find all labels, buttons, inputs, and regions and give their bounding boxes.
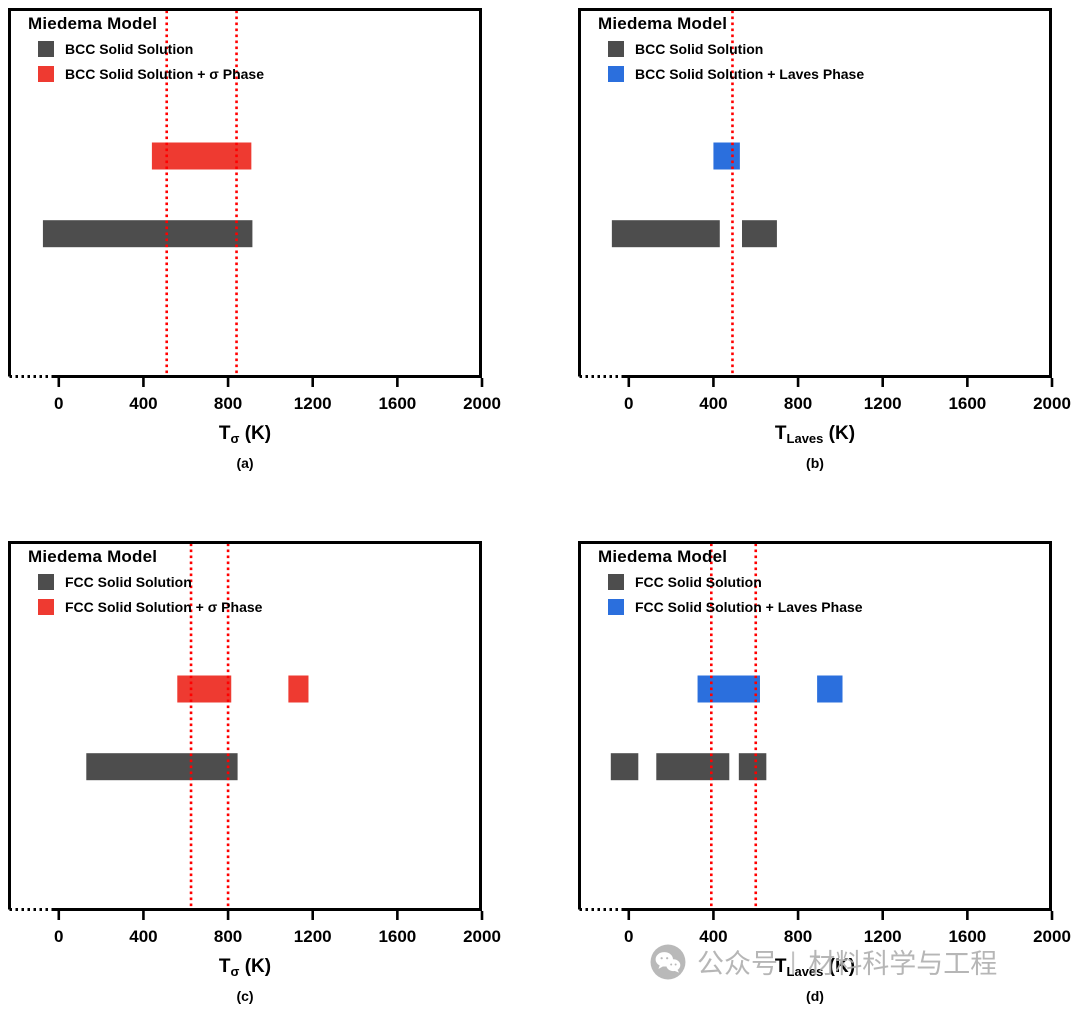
wechat-icon: [650, 944, 686, 980]
x-axis-label-subscript: Laves: [786, 431, 824, 446]
panel-a: 0 400 800 1200 1600 2000 Miedema Model BCC So…: [8, 8, 501, 471]
svg-text:400: 400: [129, 394, 157, 413]
x-axis-label: Tσ (K): [8, 956, 482, 979]
legend-item: FCC Solid Solution + Laves Phase: [608, 599, 863, 615]
panel-caption: (b): [806, 455, 824, 471]
x-axis-label-base: T: [774, 956, 787, 977]
legend-label: FCC Solid Solution: [635, 574, 762, 590]
legend-label: BCC Solid Solution + σ Phase: [65, 66, 264, 82]
svg-text:2000: 2000: [463, 394, 501, 413]
panel-c: 0 400 800 1200 1600 2000 Miedema Model FCC So…: [8, 541, 501, 1004]
legend-swatch-gray: [608, 41, 624, 57]
svg-text:1600: 1600: [378, 927, 416, 946]
legend-item: BCC Solid Solution + σ Phase: [38, 66, 264, 82]
figure-grid: 0 400 800 1200 1600 2000 Miedema Model BCC So…: [8, 8, 1071, 1004]
legend: FCC Solid Solution FCC Solid Solution + …: [38, 574, 262, 615]
legend: BCC Solid Solution BCC Solid Solution + …: [38, 41, 264, 82]
svg-text:0: 0: [624, 927, 633, 946]
legend-item: BCC Solid Solution: [38, 41, 264, 57]
legend-swatch-blue: [608, 66, 624, 82]
svg-text:1600: 1600: [948, 927, 986, 946]
legend-label: BCC Solid Solution: [635, 41, 764, 57]
svg-text:1600: 1600: [948, 394, 986, 413]
legend-item: BCC Solid Solution: [608, 41, 864, 57]
svg-text:1600: 1600: [378, 394, 416, 413]
x-axis-label-unit: (K): [823, 423, 856, 444]
svg-text:1200: 1200: [294, 394, 332, 413]
plot-wrap: 0 400 800 1200 1600 2000 Miedema Model BCC So…: [578, 8, 1071, 420]
chart-title: Miedema Model: [598, 547, 728, 566]
panel-caption: (c): [236, 988, 254, 1004]
panel-b: 0 400 800 1200 1600 2000 Miedema Model BCC So…: [578, 8, 1071, 471]
watermark-name: 材料科学与工程: [808, 949, 998, 979]
svg-text:0: 0: [54, 927, 63, 946]
svg-text:0: 0: [54, 394, 63, 413]
panel-d: 0 400 800 1200 1600 2000 Miedema Model FCC So…: [578, 541, 1071, 1004]
panel-caption: (a): [236, 455, 254, 471]
plot-area: 0 400 800 1200 1600 2000: [8, 8, 501, 413]
legend-label: BCC Solid Solution: [65, 41, 194, 57]
svg-text:2000: 2000: [1033, 394, 1071, 413]
legend-item: FCC Solid Solution: [608, 574, 863, 590]
svg-text:400: 400: [129, 927, 157, 946]
plot-area: 0 400 800 1200 1600 2000: [578, 8, 1071, 413]
legend-label: FCC Solid Solution + σ Phase: [65, 599, 263, 615]
svg-text:1200: 1200: [864, 394, 902, 413]
x-axis-label-subscript: σ: [230, 431, 240, 446]
chart-title: Miedema Model: [28, 14, 158, 33]
legend-swatch-gray: [38, 574, 54, 590]
svg-text:2000: 2000: [463, 927, 501, 946]
svg-text:2000: 2000: [1033, 927, 1071, 946]
watermark-prefix: 公众号: [697, 949, 778, 979]
svg-text:800: 800: [214, 927, 242, 946]
legend-swatch-gray: [38, 41, 54, 57]
legend-swatch-blue: [608, 599, 624, 615]
x-axis-label-unit: (K): [239, 423, 272, 444]
legend-swatch-gray: [608, 574, 624, 590]
x-axis-label-subscript: σ: [230, 964, 240, 979]
svg-text:400: 400: [699, 927, 727, 946]
x-axis-label: Tσ (K): [8, 423, 482, 446]
legend-item: BCC Solid Solution + Laves Phase: [608, 66, 864, 82]
legend-label: FCC Solid Solution: [65, 574, 192, 590]
svg-text:800: 800: [784, 927, 812, 946]
legend-label: FCC Solid Solution + Laves Phase: [635, 599, 863, 615]
chart-title: Miedema Model: [598, 14, 728, 33]
x-axis-label-unit: (K): [823, 956, 856, 977]
panel-caption: (d): [806, 988, 824, 1004]
chart-title: Miedema Model: [28, 547, 158, 566]
plot-area: 0 400 800 1200 1600 2000: [8, 541, 501, 946]
svg-text:800: 800: [214, 394, 242, 413]
legend: FCC Solid Solution FCC Solid Solution + …: [608, 574, 863, 615]
svg-text:400: 400: [699, 394, 727, 413]
svg-text:1200: 1200: [864, 927, 902, 946]
svg-text:1200: 1200: [294, 927, 332, 946]
plot-area: 0 400 800 1200 1600 2000: [578, 541, 1071, 946]
x-axis-label-unit: (K): [239, 956, 272, 977]
legend-item: FCC Solid Solution + σ Phase: [38, 599, 262, 615]
legend-swatch-red: [38, 66, 54, 82]
x-axis-label: TLaves (K): [578, 956, 1052, 979]
legend-swatch-red: [38, 599, 54, 615]
watermark-separator: |: [790, 947, 797, 975]
legend: BCC Solid Solution BCC Solid Solution + …: [608, 41, 864, 82]
legend-label: BCC Solid Solution + Laves Phase: [635, 66, 865, 82]
x-axis-label-base: T: [218, 956, 231, 977]
x-axis-label-base: T: [774, 423, 787, 444]
watermark: 公众号 | 材料科学与工程: [650, 942, 997, 981]
svg-text:0: 0: [624, 394, 633, 413]
plot-wrap: 0 400 800 1200 1600 2000 Miedema Model FCC So…: [8, 541, 501, 953]
x-axis-label-subscript: Laves: [786, 964, 824, 979]
plot-wrap: 0 400 800 1200 1600 2000 Miedema Model BCC So…: [8, 8, 501, 420]
svg-text:800: 800: [784, 394, 812, 413]
legend-item: FCC Solid Solution: [38, 574, 262, 590]
x-axis-label-base: T: [218, 423, 231, 444]
x-axis-label: TLaves (K): [578, 423, 1052, 446]
plot-wrap: 0 400 800 1200 1600 2000 Miedema Model FCC So…: [578, 541, 1071, 953]
